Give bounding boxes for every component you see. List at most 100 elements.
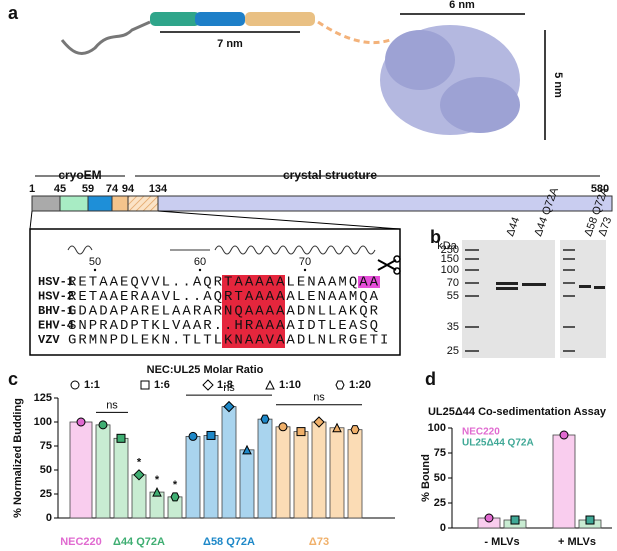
data-point <box>260 414 270 424</box>
bar <box>347 429 363 519</box>
position-dot <box>198 268 202 272</box>
position-dot <box>93 268 97 272</box>
annotation: ns <box>106 399 118 411</box>
bar <box>131 474 147 519</box>
data-point <box>278 422 288 432</box>
y-tick-label: 50 <box>40 464 52 476</box>
legend-label: NEC220 <box>462 427 500 438</box>
legend-label: 1:20 <box>349 379 371 391</box>
y-axis-label: % Normalized Budding <box>12 398 24 518</box>
data-point <box>484 513 494 523</box>
boundary-label: 59 <box>82 183 94 195</box>
data-point <box>152 486 162 497</box>
legend-marker <box>265 379 275 390</box>
group-label: Δ44 Q72A <box>113 536 165 548</box>
annotation: * <box>137 457 142 469</box>
group-label: Δ58 Q72A <box>203 536 255 548</box>
dimension: 6 nm <box>449 0 475 11</box>
region-label: crystal structure <box>283 168 377 182</box>
region-label: cryoEM <box>58 168 101 182</box>
y-tick-label: 0 <box>46 512 52 524</box>
sequence: GDADAPARELAARARNQAAAAADNLLAKQR <box>68 304 380 320</box>
bar <box>275 426 291 519</box>
legend-label: 1:10 <box>279 379 301 391</box>
lane-label: Δ44 Q72A <box>532 186 561 238</box>
species-name: BHV-1 <box>38 304 74 318</box>
bar <box>257 418 273 519</box>
y-tick-label: 125 <box>34 392 52 404</box>
data-point <box>350 425 360 435</box>
data-point <box>585 515 595 525</box>
bar <box>239 449 255 519</box>
x-tick-label: + MLVs <box>558 536 596 548</box>
species-name: HSV-1 <box>38 275 74 289</box>
bar <box>329 427 345 519</box>
marker-label: 150 <box>441 253 459 265</box>
data-point <box>188 431 198 441</box>
legend-marker <box>202 379 214 391</box>
species-name: EHV-4 <box>38 319 74 333</box>
structure-cartoon <box>60 12 546 140</box>
annotation: ns <box>223 382 235 394</box>
y-tick-label: 0 <box>440 522 446 534</box>
panel-label: d <box>425 369 436 389</box>
position-label: 50 <box>89 256 101 268</box>
bar <box>185 435 201 519</box>
sequence: GRMNPDLEKN.TLTLKNAAVAADLNLRGETI <box>68 333 390 349</box>
legend-label: 1:1 <box>84 379 100 391</box>
group-label: Δ73 <box>309 536 329 548</box>
dimension: 5 nm <box>552 72 564 98</box>
boundary-label: 74 <box>106 183 119 195</box>
chart-title: UL25Δ44 Co-sedimentation Assay <box>428 406 607 418</box>
legend-label: 1:6 <box>154 379 170 391</box>
position-label: 60 <box>194 256 206 268</box>
data-point <box>170 492 180 502</box>
species-name: VZV <box>38 333 60 347</box>
y-tick-label: 100 <box>34 416 52 428</box>
data-point <box>223 400 235 413</box>
bar <box>113 437 129 519</box>
marker-label: 100 <box>441 264 459 276</box>
dimension: 7 nm <box>217 38 243 50</box>
group-label: NEC220 <box>60 536 102 548</box>
legend-marker <box>140 380 150 390</box>
bar <box>203 435 219 519</box>
y-axis-label: % Bound <box>420 454 432 502</box>
legend-marker <box>335 380 345 390</box>
lane-label: Δ44 <box>504 216 522 239</box>
bar <box>311 421 327 519</box>
y-tick-label: 25 <box>40 488 52 500</box>
data-point <box>206 430 216 440</box>
panel-label: a <box>8 3 19 23</box>
legend-label: 1:8 <box>217 379 233 391</box>
bar <box>552 434 576 529</box>
sequence: RETAAERAAVL..AQRTAAAAALENAAMQA <box>68 289 380 305</box>
panel-label: b <box>430 227 441 247</box>
boundary-label: 1 <box>29 183 35 195</box>
marker-label: 35 <box>447 321 459 333</box>
data-point <box>76 417 86 427</box>
gel <box>462 240 606 358</box>
position-dot <box>303 268 307 272</box>
annotation: * <box>173 479 178 491</box>
bar <box>69 421 93 519</box>
position-label: 70 <box>299 256 311 268</box>
panel-label: c <box>8 369 18 389</box>
y-tick-label: 75 <box>40 440 52 452</box>
marker-label: 250 <box>441 244 459 256</box>
sequence: RETAAEQVVL..AQRTAAAAALENAAMQAA <box>68 275 380 291</box>
legend-label: UL25Δ44 Q72A <box>462 438 534 449</box>
data-point <box>296 427 306 437</box>
gel-unit: kDa <box>437 240 457 252</box>
y-tick-label: 25 <box>434 497 446 509</box>
boundary-label: 580 <box>591 183 609 195</box>
data-point <box>313 416 325 428</box>
data-point <box>242 444 252 455</box>
y-tick-label: 100 <box>428 422 446 434</box>
legend-marker <box>70 380 80 390</box>
data-point <box>133 469 145 481</box>
domain-bar <box>29 175 613 356</box>
data-point <box>559 430 569 440</box>
sequence: SNPRADPTKLVAAR..HRAAAAIDTLEASQ <box>68 318 380 334</box>
